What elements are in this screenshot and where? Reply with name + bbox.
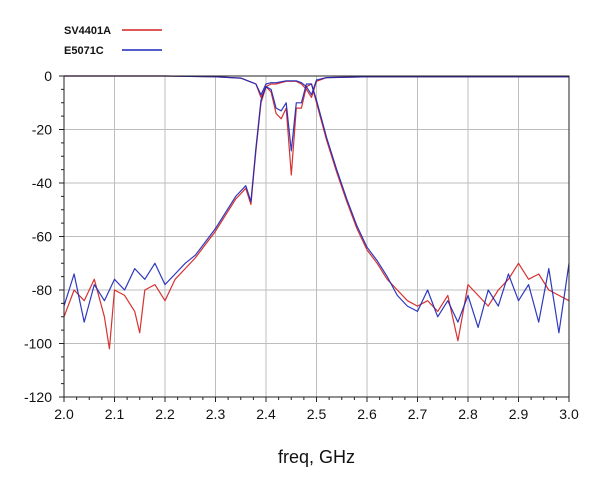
- legend-label: SV4401A: [64, 25, 111, 37]
- y-tick-label: -80: [32, 282, 52, 298]
- y-tick-label: -60: [32, 229, 52, 245]
- ticks: [59, 75, 570, 402]
- series-line-sv4401a-transmission: [63, 83, 570, 350]
- y-tick-label: -120: [24, 389, 52, 405]
- series-line-e5071c-reflection: [64, 75, 569, 96]
- y-tick-label: -20: [32, 122, 52, 138]
- legend: SV4401A E5071C: [64, 25, 162, 57]
- traces: [63, 75, 570, 350]
- series-line-e5071c-transmission: [63, 83, 570, 334]
- x-tick-label: 2.9: [509, 406, 529, 422]
- y-tick-label: -40: [32, 175, 52, 191]
- tick-labels: 2.0 2.1 2.2 2.3 2.4 2.5 2.6 2.7 2.8 2.9 3.0 0 -20 -40…: [24, 68, 579, 422]
- grid: [63, 75, 570, 398]
- y-tick-label: -100: [24, 336, 52, 352]
- x-tick-label: 2.8: [458, 406, 478, 422]
- x-tick-label: 2.3: [206, 406, 226, 422]
- x-tick-label: 2.0: [54, 406, 74, 422]
- x-tick-label: 2.7: [408, 406, 428, 422]
- x-tick-label: 3.0: [559, 406, 579, 422]
- x-tick-label: 2.1: [105, 406, 125, 422]
- x-tick-label: 2.2: [155, 406, 175, 422]
- x-axis-title: freq, GHz: [278, 447, 355, 467]
- x-tick-label: 2.5: [307, 406, 327, 422]
- x-tick-label: 2.4: [256, 406, 276, 422]
- x-tick-label: 2.6: [357, 406, 377, 422]
- legend-label: E5071C: [64, 45, 104, 57]
- y-tick-label: 0: [44, 68, 52, 84]
